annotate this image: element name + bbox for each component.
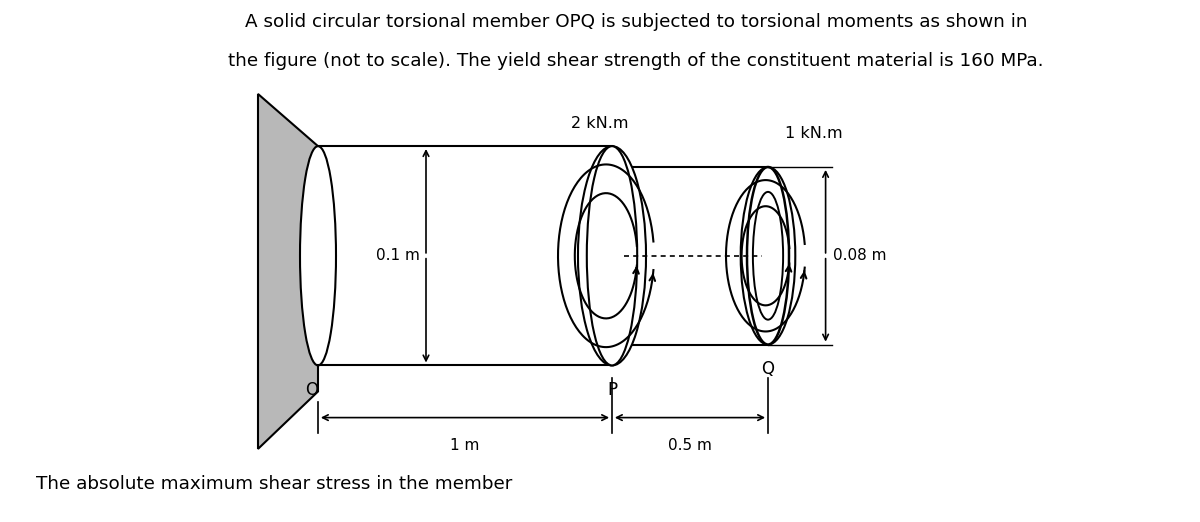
Text: 0.5 m: 0.5 m xyxy=(668,438,712,454)
Text: 0.1 m: 0.1 m xyxy=(376,248,420,263)
Text: O: O xyxy=(306,381,318,399)
Ellipse shape xyxy=(752,192,784,319)
Text: A solid circular torsional member OPQ is subjected to torsional moments as shown: A solid circular torsional member OPQ is… xyxy=(245,13,1027,31)
Text: The absolute maximum shear stress in the member: The absolute maximum shear stress in the… xyxy=(36,476,512,493)
Ellipse shape xyxy=(578,146,646,365)
Text: 0.08 m: 0.08 m xyxy=(833,248,887,263)
Text: the figure (not to scale). The yield shear strength of the constituent material : the figure (not to scale). The yield she… xyxy=(228,52,1044,70)
Ellipse shape xyxy=(746,167,790,345)
Text: P: P xyxy=(607,381,617,399)
Text: 1 m: 1 m xyxy=(450,438,480,454)
Ellipse shape xyxy=(587,146,637,365)
Text: 1 kN.m: 1 kN.m xyxy=(785,126,842,141)
Ellipse shape xyxy=(300,146,336,365)
Polygon shape xyxy=(258,94,318,449)
Text: Q: Q xyxy=(762,360,774,378)
Ellipse shape xyxy=(740,167,796,345)
Text: 2 kN.m: 2 kN.m xyxy=(571,115,629,130)
